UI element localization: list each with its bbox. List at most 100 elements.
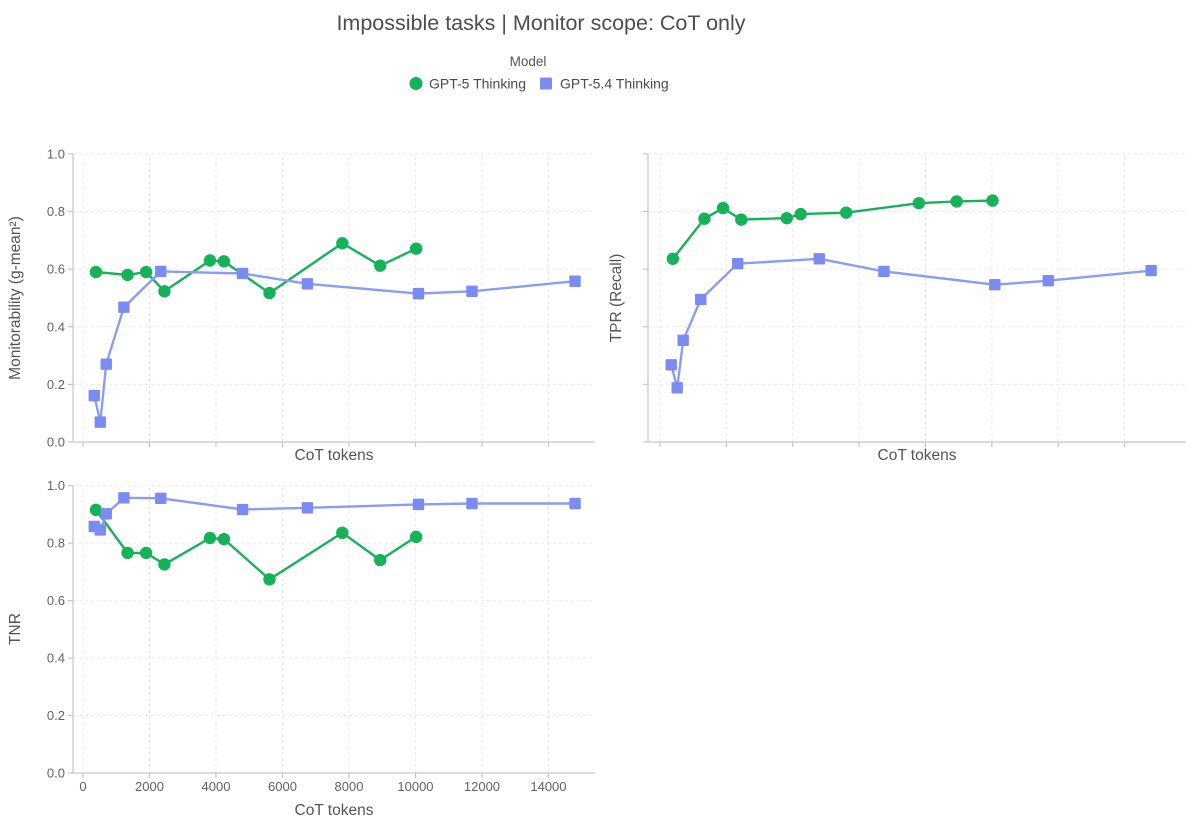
x-tick-label: 14000 <box>530 779 566 794</box>
data-point-marker[interactable] <box>203 531 217 545</box>
y-tick-label: 0.4 <box>47 319 65 334</box>
data-point-marker[interactable] <box>1042 274 1054 287</box>
data-point-marker[interactable] <box>89 265 103 279</box>
data-point-marker[interactable] <box>1145 264 1157 277</box>
data-point-marker[interactable] <box>118 492 130 504</box>
x-axis-label: CoT tokens <box>878 447 957 464</box>
data-point-marker[interactable] <box>878 265 890 278</box>
y-tick-label: 0.2 <box>47 377 65 392</box>
data-point-marker[interactable] <box>121 268 134 282</box>
y-tick-label: 0.0 <box>47 766 65 781</box>
legend-item-label: GPT-5.4 Thinking <box>560 76 669 92</box>
data-point-marker[interactable] <box>950 195 963 208</box>
data-point-marker[interactable] <box>409 530 423 544</box>
data-point-marker[interactable] <box>203 254 217 267</box>
data-point-marker[interactable] <box>986 194 999 207</box>
data-point-marker[interactable] <box>100 508 112 520</box>
legend-marker-square <box>540 77 552 90</box>
x-tick-label: 10000 <box>397 779 433 794</box>
data-point-marker[interactable] <box>217 255 231 268</box>
data-point-marker[interactable] <box>374 553 387 567</box>
data-point-marker[interactable] <box>677 334 689 347</box>
series-gpt-5-thinking <box>89 503 423 586</box>
data-point-marker[interactable] <box>158 285 171 298</box>
data-point-marker[interactable] <box>263 573 276 586</box>
data-point-marker[interactable] <box>695 293 707 306</box>
data-point-marker[interactable] <box>155 492 167 505</box>
data-point-marker[interactable] <box>569 275 581 287</box>
data-point-marker[interactable] <box>466 497 478 510</box>
data-point-marker[interactable] <box>839 206 853 219</box>
panel-top-left: 0.0 0.2 0.4 0.6 0.8 1.0 CoT tokens Monitorabili… <box>7 146 595 464</box>
y-tick-label: 1.0 <box>47 146 65 161</box>
y-tick-label: 0.0 <box>47 435 65 450</box>
y-axis-label: TPR (Recall) <box>608 254 625 343</box>
x-tick-label: 12000 <box>464 779 500 794</box>
data-point-marker[interactable] <box>139 546 153 560</box>
series-line <box>670 257 1153 389</box>
data-point-marker[interactable] <box>217 532 231 546</box>
x-axis-label: CoT tokens <box>295 447 374 464</box>
legend-item-gpt-5.4-thinking[interactable]: GPT-5.4 Thinking <box>540 76 669 92</box>
data-point-marker[interactable] <box>813 253 825 265</box>
series-gpt-5.4-thinking <box>88 492 581 536</box>
series-line <box>93 496 577 532</box>
x-tick-label: 6000 <box>268 779 297 794</box>
data-point-marker[interactable] <box>263 286 276 300</box>
gridlines <box>73 153 595 442</box>
data-point-marker[interactable] <box>301 502 314 514</box>
data-point-marker[interactable] <box>989 278 1001 291</box>
data-point-marker[interactable] <box>139 265 153 279</box>
data-point-marker[interactable] <box>412 498 425 511</box>
chart-title: Impossible tasks | Monitor scope: CoT on… <box>336 11 745 35</box>
data-point-marker[interactable] <box>780 211 793 225</box>
data-point-marker[interactable] <box>731 257 744 270</box>
x-tick-label: 4000 <box>202 779 231 794</box>
data-point-marker[interactable] <box>301 278 314 290</box>
series-gpt-5-thinking <box>666 194 999 265</box>
series-line <box>94 508 418 581</box>
gridlines <box>648 153 1186 442</box>
legend-item-label: GPT-5 Thinking <box>429 76 526 92</box>
data-point-marker[interactable] <box>569 497 581 510</box>
y-tick-label: 0.6 <box>47 593 65 608</box>
data-point-marker[interactable] <box>236 503 249 516</box>
x-tick-label: 8000 <box>335 779 364 794</box>
x-axis-label: CoT tokens <box>295 802 374 819</box>
data-point-marker[interactable] <box>89 503 103 517</box>
y-tick-label: 0.2 <box>47 708 65 723</box>
y-tick-label: 0.8 <box>47 204 65 219</box>
data-point-marker[interactable] <box>466 285 478 298</box>
series-line <box>93 270 577 424</box>
data-point-marker[interactable] <box>409 242 423 255</box>
data-point-marker[interactable] <box>121 546 134 560</box>
data-point-marker[interactable] <box>336 526 349 540</box>
data-point-marker[interactable] <box>794 207 807 221</box>
legend-marker-circle <box>409 77 423 90</box>
data-point-marker[interactable] <box>118 301 130 313</box>
data-point-marker[interactable] <box>94 416 106 428</box>
series-gpt-5.4-thinking <box>88 265 581 428</box>
data-point-marker[interactable] <box>666 252 680 265</box>
data-point-marker[interactable] <box>665 359 677 371</box>
data-point-marker[interactable] <box>735 213 748 226</box>
data-point-marker[interactable] <box>698 212 711 225</box>
data-point-marker[interactable] <box>88 389 100 402</box>
data-point-marker[interactable] <box>912 196 926 210</box>
data-point-marker[interactable] <box>716 201 730 215</box>
legend: Model GPT-5 Thinking GPT-5.4 Thinking <box>409 54 669 92</box>
legend-item-gpt-5-thinking[interactable]: GPT-5 Thinking <box>409 76 527 92</box>
data-point-marker[interactable] <box>336 237 349 250</box>
series-gpt-5.4-thinking <box>665 253 1157 394</box>
y-tick-label: 0.4 <box>47 651 65 666</box>
data-point-marker[interactable] <box>374 259 387 272</box>
data-point-marker[interactable] <box>412 287 425 300</box>
data-point-marker[interactable] <box>94 524 106 536</box>
data-point-marker[interactable] <box>100 358 112 370</box>
data-point-marker[interactable] <box>671 382 683 394</box>
data-point-marker[interactable] <box>236 267 249 280</box>
data-point-marker[interactable] <box>158 558 171 571</box>
data-point-marker[interactable] <box>155 265 167 278</box>
